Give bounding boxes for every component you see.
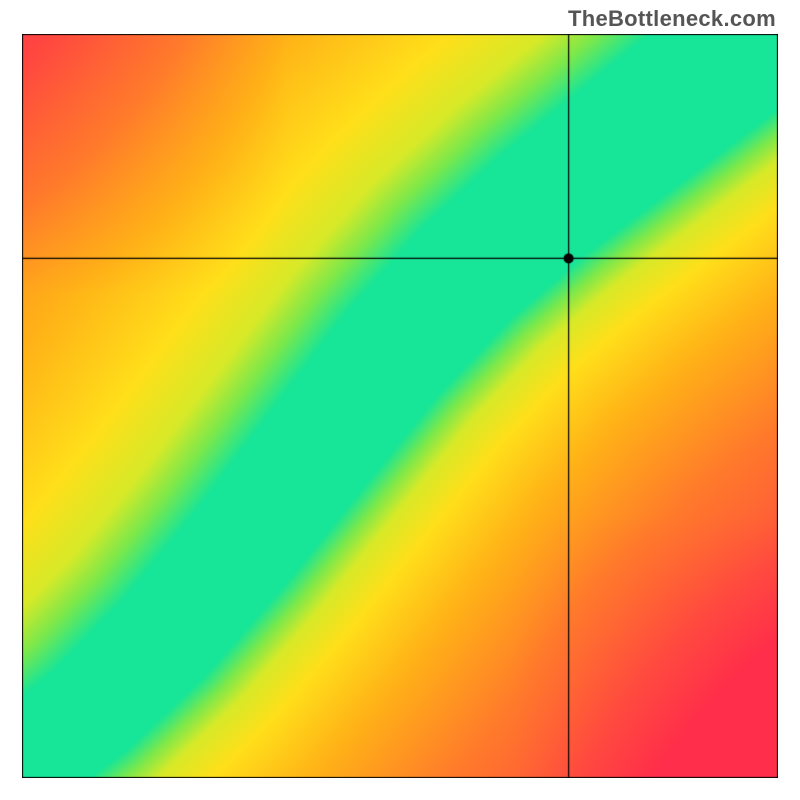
- chart-container: TheBottleneck.com: [0, 0, 800, 800]
- heatmap-canvas: [22, 34, 778, 778]
- plot-area: [22, 34, 778, 778]
- watermark-text: TheBottleneck.com: [568, 6, 776, 32]
